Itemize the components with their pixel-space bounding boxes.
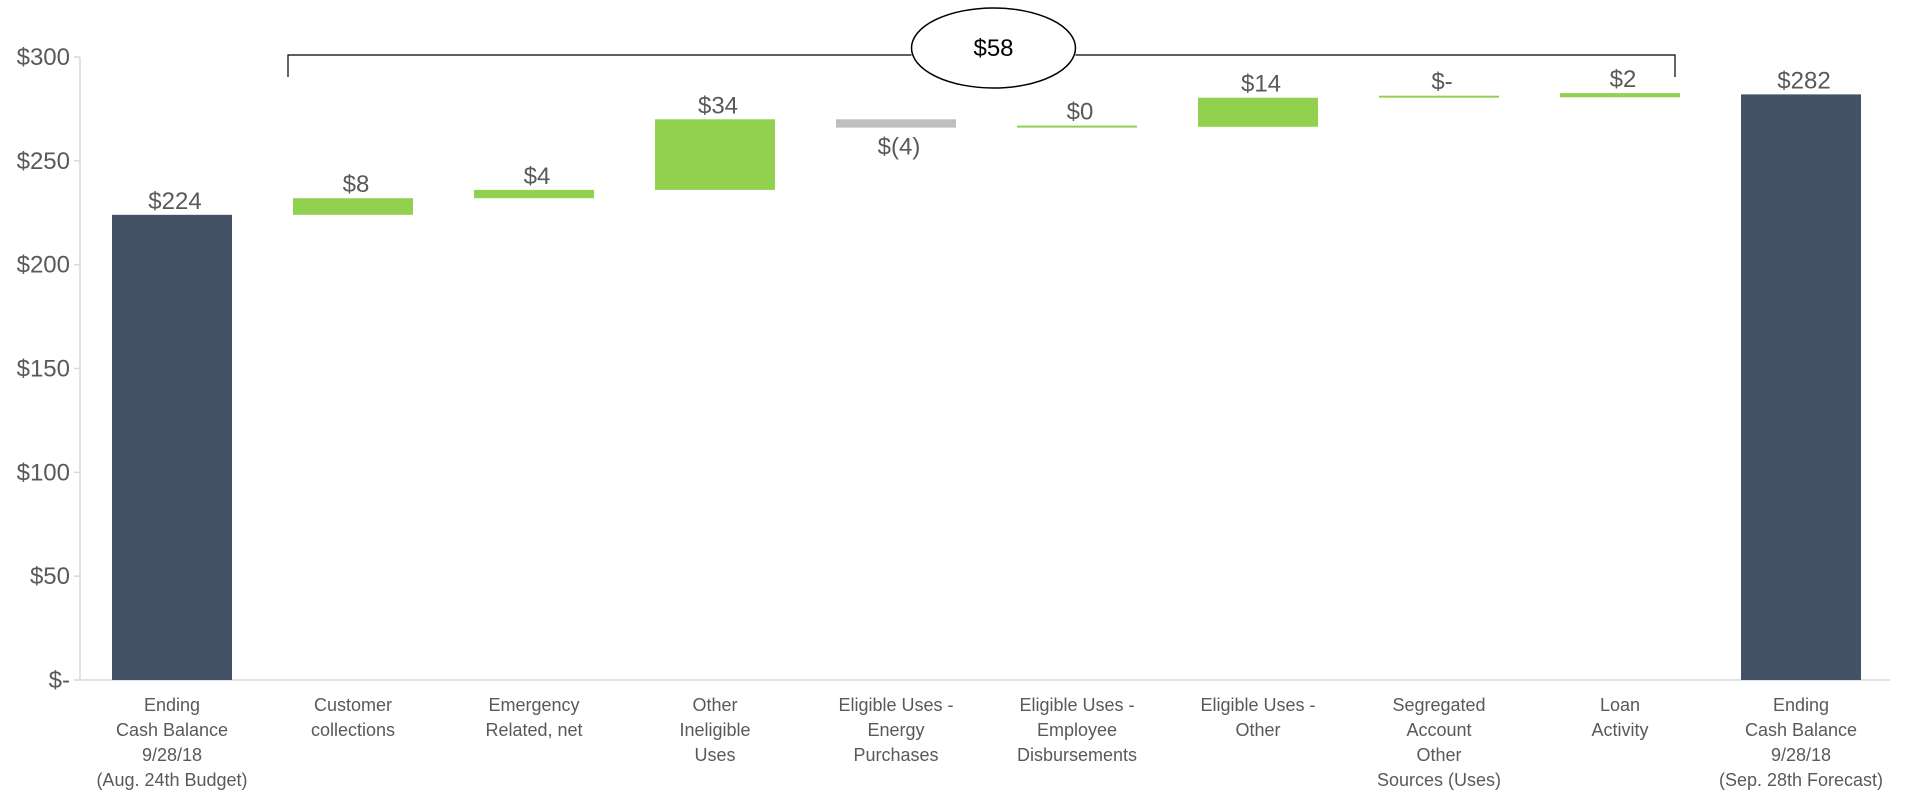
- y-tick-label: $100: [17, 459, 70, 486]
- data-label: $282: [1777, 67, 1830, 94]
- data-label: $0: [1067, 99, 1094, 126]
- bracket-line: [287, 54, 1676, 77]
- data-labels: $224 $8 $4 $34 $(4) $0 $14 $- $2 $282: [148, 66, 1830, 215]
- category-label: Ending Cash Balance 9/28/18 (Aug. 24th Budg…: [96, 695, 247, 790]
- bars: [112, 93, 1861, 680]
- data-label: $34: [698, 92, 738, 119]
- bar-increase: [1017, 125, 1137, 128]
- data-label: $-: [1431, 69, 1452, 96]
- category-label: Customer collections: [311, 695, 395, 740]
- category-label: Loan Activity: [1591, 695, 1648, 740]
- data-label: $224: [148, 188, 201, 215]
- category-label: Eligible Uses -Energy Purchases: [838, 695, 953, 765]
- bar-increase: [655, 119, 775, 190]
- category-label: Emergency Related, net: [485, 695, 582, 740]
- category-label: Eligible Uses -Employee Disbursements: [1017, 695, 1137, 765]
- data-label: $(4): [878, 134, 921, 161]
- data-label: $2: [1610, 66, 1637, 93]
- data-label: $4: [524, 163, 551, 190]
- change-bracket: $58: [287, 7, 1676, 89]
- category-label: Other Ineligible Uses: [679, 695, 750, 765]
- bracket-ellipse: [910, 7, 1077, 89]
- data-label: $14: [1241, 71, 1281, 98]
- category-label: Ending Cash Balance 9/28/18 (Sep. 28th Fore…: [1719, 695, 1883, 790]
- category-label: Segregated Account Other Sources (Uses): [1377, 695, 1501, 790]
- bar-increase: [1198, 97, 1318, 127]
- bar-increase: [1379, 95, 1499, 98]
- category-label: Eligible Uses -Other: [1200, 695, 1315, 740]
- y-tick-label: $-: [49, 667, 70, 694]
- bar-total: [1741, 94, 1861, 680]
- y-tick-label: $300: [17, 44, 70, 71]
- bar-total: [112, 214, 232, 680]
- bar-increase: [1560, 93, 1680, 98]
- y-tick-label: $150: [17, 356, 70, 383]
- y-tick-label: $250: [17, 148, 70, 175]
- bracket-total-label: $58: [973, 35, 1013, 62]
- x-axis-labels: Ending Cash Balance 9/28/18 (Aug. 24th Budg…: [96, 695, 1883, 790]
- bar-increase: [474, 189, 594, 199]
- bar-decrease: [836, 119, 956, 128]
- y-tick-label: $200: [17, 252, 70, 279]
- data-label: $8: [343, 171, 370, 198]
- y-axis: $- $50 $100 $150 $200 $250 $300: [17, 44, 1890, 694]
- bar-increase: [293, 198, 413, 215]
- y-tick-label: $50: [30, 563, 70, 590]
